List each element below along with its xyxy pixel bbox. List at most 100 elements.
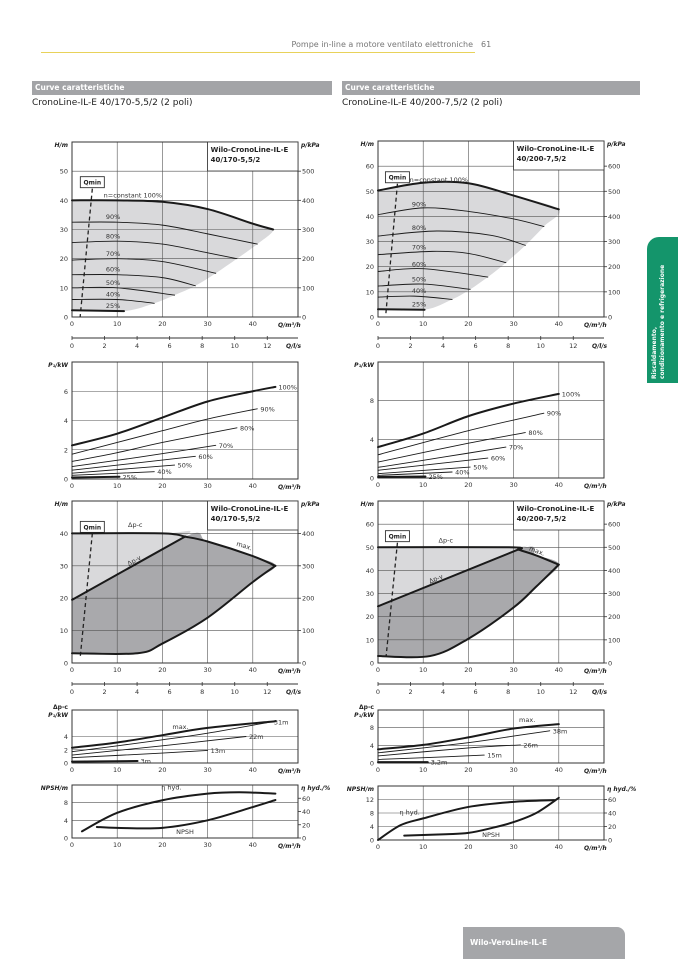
section-subtitle-right: CronoLine-IL-E 40/200-7,5/2 (2 poli) [342, 98, 503, 108]
series-label: 90% [547, 410, 561, 418]
y-tick-label: 40 [366, 567, 374, 575]
y-tick-label: 50 [366, 544, 374, 552]
qmin-label: Qmin [83, 524, 101, 531]
series-curve [377, 466, 471, 475]
y-axis-label: P₁/kW [48, 712, 68, 719]
x-tick-label: 20 [158, 841, 166, 849]
series-label: 25% [412, 301, 426, 309]
qmin-box [384, 171, 410, 184]
x-tick-label: 30 [509, 481, 517, 489]
y-tick-label: 60 [366, 521, 374, 529]
y-tick-label: 20 [60, 255, 68, 263]
series-curve [377, 412, 545, 456]
series-curve [377, 432, 526, 463]
series-label: 25% [122, 473, 136, 481]
series-label: n=constant 100% [410, 176, 468, 184]
plot-frame [71, 709, 299, 764]
header-rule [41, 52, 475, 53]
series-label: 40% [412, 287, 426, 295]
series-label: 70% [106, 250, 120, 258]
series-curve [377, 744, 521, 757]
x-tick-label: 10 [419, 766, 427, 774]
y-tick-label: 12 [366, 796, 374, 804]
chart-title-line: Wilo-CronoLine-IL-E [517, 505, 595, 513]
y-tick-label: 0 [64, 476, 68, 484]
y-tick-label: 0 [370, 760, 374, 768]
series-label: 40% [455, 469, 469, 477]
x2-tick-label: 4 [135, 342, 139, 350]
series-label: 90% [412, 201, 426, 209]
chart-p1: 0 10 20 30 40 0 2 4 6 Q/m³/h P₁/kW 100% 90% 80% 70% 60%… [48, 361, 301, 491]
y2-tick-label: 500 [608, 544, 620, 552]
series-curve [377, 563, 560, 659]
series-label: 25% [428, 473, 442, 481]
series-curve [71, 464, 176, 474]
series-curve [377, 268, 489, 278]
series-curve [71, 471, 155, 476]
y-tick-label: 10 [366, 288, 374, 296]
x-tick-label: 10 [113, 841, 121, 849]
x2-tick-label: 10 [537, 688, 545, 696]
series-label: 26m [523, 741, 538, 749]
series-label: 90% [260, 405, 274, 413]
x-tick-label: 10 [113, 666, 121, 674]
y-tick-label: 4 [370, 436, 374, 444]
series-label: 90% [106, 213, 120, 221]
y-tick-label: 8 [370, 397, 374, 405]
x-tick-label: 10 [113, 766, 121, 774]
y2-tick-label: 100 [302, 284, 314, 292]
x-tick-label: 0 [376, 766, 380, 774]
y2-tick-label: 200 [608, 263, 620, 271]
plot-frame [71, 500, 299, 664]
series-label: 38m [553, 727, 568, 735]
series-label: 70% [412, 244, 426, 252]
series-curve [71, 475, 121, 479]
y2-tick-label: 40 [302, 808, 310, 816]
header-title: Pompe in-line a motore ventilato elettro… [291, 40, 474, 49]
x-axis-label: Q/m³/h [278, 668, 301, 675]
section-subtitle-left: CronoLine-IL-E 40/170-5,5/2 (2 poli) [32, 98, 193, 108]
section-heading-left: Curve caratteristiche [32, 81, 332, 95]
x-axis-label: Q/m³/h [584, 768, 607, 775]
y-tick-label: 2 [64, 746, 68, 754]
series-label: 31m [274, 718, 289, 726]
x-tick-label: 0 [376, 481, 380, 489]
x-tick-label: 10 [419, 320, 427, 328]
y2-tick-label: 500 [302, 168, 314, 176]
y-tick-label: 40 [60, 530, 68, 538]
series-label: 60% [412, 260, 426, 268]
x-tick-label: 40 [555, 766, 563, 774]
x-axis-label: Q/m³/h [584, 322, 607, 329]
x-tick-label: 40 [555, 481, 563, 489]
y2-tick-label: 300 [608, 590, 620, 598]
x-tick-label: 40 [555, 666, 563, 674]
x2-tick-label: 8 [200, 688, 204, 696]
chart-p1dp: 0 10 20 30 40 0 2 4 Q/m³/h Δp-cP₁/kW max. 31m 22m 13m… [48, 704, 300, 775]
x-tick-label: 0 [70, 766, 74, 774]
y2-tick-label: 100 [302, 627, 314, 635]
y-axis-label: H/m [361, 501, 374, 508]
side-chapter-tab[interactable]: Riscaldamento, condizionamento e refrige… [647, 237, 678, 383]
x-tick-label: 40 [249, 766, 257, 774]
x2-axis-label: Q/l/s [592, 689, 608, 696]
series-curve [377, 723, 560, 751]
x-tick-label: 0 [70, 482, 74, 490]
y2-tick-label: 400 [608, 567, 620, 575]
y-axis-label: H/m [55, 501, 68, 508]
y-tick-label: 0 [64, 760, 68, 768]
y-tick-label: 10 [60, 284, 68, 292]
x-tick-label: 20 [158, 766, 166, 774]
x-axis-label: Q/m³/h [584, 668, 607, 675]
x2-tick-label: 10 [231, 342, 239, 350]
series-label: 22m [249, 733, 264, 741]
y2-tick-label: 500 [608, 188, 620, 196]
y2-axis-label: η hyd./% [607, 786, 636, 793]
x-tick-label: 10 [419, 481, 427, 489]
x2-tick-label: 10 [537, 342, 545, 350]
series-label: 80% [240, 424, 254, 432]
series-curve [377, 283, 471, 290]
series-label: 40% [106, 291, 120, 299]
x-axis-label: Q/m³/h [278, 768, 301, 775]
